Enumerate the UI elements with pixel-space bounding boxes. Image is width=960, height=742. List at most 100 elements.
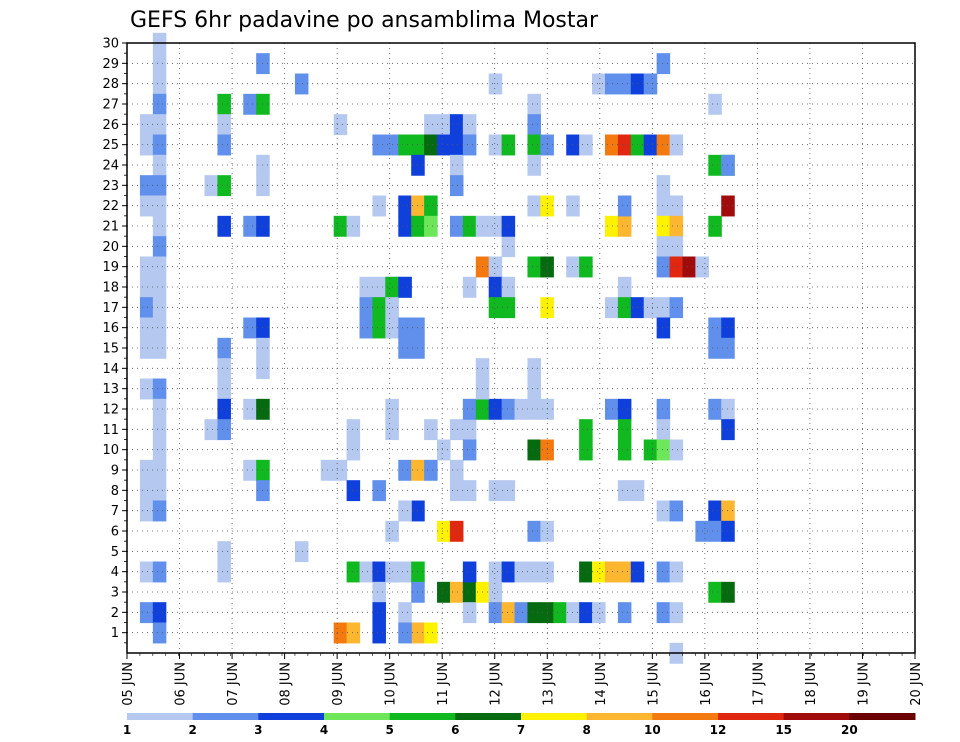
heatmap-cell (139, 276, 154, 298)
y-tick-label: 30 (102, 37, 119, 52)
heatmap-cell (152, 195, 167, 217)
heatmap-cell (708, 93, 722, 115)
heatmap-cell (501, 276, 516, 298)
y-tick-label: 24 (102, 159, 119, 174)
heatmap-cell (372, 134, 386, 156)
x-tick-label: 20 JUN (909, 662, 924, 706)
heatmap-cell (243, 459, 257, 481)
heatmap-cell (398, 195, 412, 217)
heatmap-cell (669, 561, 684, 583)
heatmap-cell (333, 114, 348, 136)
heatmap-cell (139, 134, 154, 156)
heatmap-cell (152, 398, 167, 420)
heatmap-cell (398, 602, 412, 624)
heatmap-cell (656, 398, 671, 420)
heatmap-cell (398, 622, 412, 644)
heatmap-cell (449, 134, 464, 156)
heatmap-cell (217, 175, 231, 197)
heatmap-cell (501, 602, 516, 624)
heatmap-cell (604, 73, 619, 95)
heatmap-cell (462, 114, 477, 136)
heatmap-cell (656, 195, 671, 217)
heatmap-cell (372, 317, 386, 339)
legend-swatch (389, 713, 456, 720)
heatmap-cell (398, 317, 412, 339)
heatmap-cell (152, 175, 167, 197)
heatmap-cell (372, 602, 386, 624)
y-tick-label: 18 (102, 281, 119, 296)
heatmap-cell (449, 114, 464, 136)
legend-label: 12 (710, 723, 727, 737)
heatmap-cell (617, 195, 632, 217)
heatmap-cell (462, 602, 477, 624)
heatmap-cell (527, 561, 541, 583)
heatmap-cell (579, 439, 593, 461)
heatmap-cell (359, 276, 374, 298)
heatmap-cell (708, 215, 722, 237)
heatmap-cell (294, 541, 309, 563)
legend-swatch (521, 713, 588, 720)
heatmap-cell (617, 134, 632, 156)
heatmap-cell (333, 459, 348, 481)
heatmap-cell (217, 419, 231, 441)
heatmap-cell (139, 175, 154, 197)
heatmap-cell (152, 622, 167, 644)
heatmap-cell (617, 276, 632, 298)
heatmap-cell (527, 134, 541, 156)
heatmap-cell (139, 500, 154, 522)
heatmap-cell (462, 276, 477, 298)
heatmap-cell (398, 215, 412, 237)
heatmap-cell (346, 480, 361, 502)
heatmap-cell (527, 256, 541, 278)
heatmap-cell (669, 602, 684, 624)
heatmap-cell (488, 215, 503, 237)
heatmap-cell (139, 602, 154, 624)
heatmap-cell (217, 215, 231, 237)
heatmap-cell (488, 561, 503, 583)
y-tick-label: 14 (102, 362, 119, 377)
legend-swatch (127, 713, 194, 720)
heatmap-cell (656, 561, 671, 583)
heatmap-cell (139, 337, 154, 359)
heatmap-cell (656, 134, 671, 156)
heatmap-cell (217, 398, 231, 420)
heatmap-cell (656, 419, 671, 441)
heatmap-cell (643, 134, 658, 156)
heatmap-cell (656, 175, 671, 197)
legend-swatch (718, 713, 785, 720)
heatmap-cell (708, 520, 722, 542)
heatmap-cell (449, 419, 464, 441)
heatmap-cell (372, 622, 386, 644)
heatmap-cell (139, 480, 154, 502)
legend: 1 2 3 4 5 6 7 8 10 12 15 20 (123, 713, 916, 737)
heatmap-cell (204, 175, 219, 197)
heatmap-cell (617, 439, 632, 461)
heatmap-cell (617, 561, 632, 583)
heatmap-cell (617, 602, 632, 624)
heatmap-cell (604, 134, 619, 156)
heatmap-cell (656, 236, 671, 258)
y-tick-label: 15 (102, 342, 119, 357)
y-tick-label: 28 (102, 77, 119, 92)
heatmap-cell (398, 500, 412, 522)
heatmap-cell (346, 622, 361, 644)
heatmap-cell (359, 561, 374, 583)
legend-swatch (192, 713, 259, 720)
heatmap-cell (604, 297, 619, 319)
heatmap-cell (152, 215, 167, 237)
heatmap-cell (424, 195, 438, 217)
legend-swatch (652, 713, 719, 720)
legend-swatch (783, 713, 850, 720)
x-tick-label: 16 JUN (699, 662, 714, 706)
heatmap-cell (604, 398, 619, 420)
legend-label: 6 (451, 723, 459, 737)
heatmap-cell (669, 297, 684, 319)
heatmap-cell (462, 134, 477, 156)
legend-label: 8 (582, 723, 590, 737)
heatmap-cell (669, 134, 684, 156)
heatmap-cell (617, 398, 632, 420)
heatmap-cell (579, 602, 593, 624)
x-tick-label: 10 JUN (384, 662, 399, 706)
heatmap-cell (604, 215, 619, 237)
